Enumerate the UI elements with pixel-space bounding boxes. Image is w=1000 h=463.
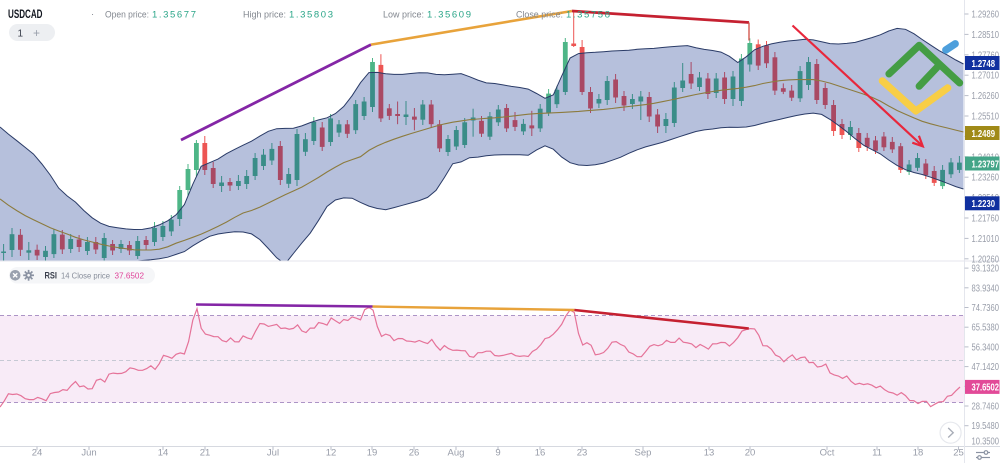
svg-text:USDCAD: USDCAD [8,7,43,21]
svg-text:·: · [91,9,94,20]
svg-text:9: 9 [495,448,500,459]
svg-text:1.35803: 1.35803 [289,10,333,21]
svg-text:1.2230: 1.2230 [972,199,996,210]
svg-text:28.7460: 28.7460 [972,402,1000,413]
svg-text:1.28510: 1.28510 [972,30,1000,41]
svg-text:14 Close price: 14 Close price [61,271,110,281]
svg-text:1.23797: 1.23797 [972,159,1000,170]
svg-text:13: 13 [704,448,715,459]
svg-text:65.5380: 65.5380 [972,323,1000,334]
svg-text:23: 23 [577,448,588,459]
svg-text:Low price:: Low price: [383,10,424,21]
svg-text:24: 24 [32,448,43,459]
svg-text:1: 1 [18,29,24,40]
svg-text:1.26260: 1.26260 [972,91,1000,102]
svg-text:16: 16 [535,448,546,459]
svg-text:1.20260: 1.20260 [972,254,1000,265]
svg-text:14: 14 [158,448,169,459]
svg-text:56.3400: 56.3400 [972,342,1000,353]
svg-text:37.6502: 37.6502 [115,271,145,281]
svg-text:20: 20 [745,448,756,459]
svg-text:1.29260: 1.29260 [972,10,1000,21]
svg-text:25: 25 [953,448,964,459]
svg-text:21: 21 [200,448,211,459]
svg-text:11: 11 [872,448,882,459]
svg-text:37.6502: 37.6502 [972,383,1000,394]
svg-text:47.1420: 47.1420 [972,362,1000,373]
svg-text:93.1320: 93.1320 [972,264,1000,275]
svg-text:Jul: Jul [267,448,279,459]
svg-text:1.25510: 1.25510 [972,112,1000,123]
svg-text:12: 12 [326,448,337,459]
svg-text:1.2489: 1.2489 [972,129,996,140]
svg-text:1.23260: 1.23260 [972,173,1000,184]
svg-text:Aug: Aug [448,448,465,459]
svg-text:26: 26 [409,448,420,459]
svg-text:1.2748: 1.2748 [972,59,996,70]
svg-text:Oct: Oct [820,448,835,459]
svg-text:83.9340: 83.9340 [972,283,1000,294]
svg-text:Open price:: Open price: [105,10,149,21]
svg-text:19.5480: 19.5480 [972,421,1000,432]
svg-text:1.27010: 1.27010 [972,71,1000,82]
svg-text:RSI: RSI [45,271,58,281]
svg-text:10.3500: 10.3500 [972,436,1000,447]
svg-text:1.21760: 1.21760 [972,214,1000,225]
svg-text:Sep: Sep [635,448,652,459]
svg-text:19: 19 [367,448,378,459]
svg-text:1.35609: 1.35609 [427,10,471,21]
svg-text:Close price:: Close price: [516,10,563,21]
svg-text:+: + [33,26,40,40]
svg-text:1.35677: 1.35677 [152,10,196,21]
svg-text:74.7360: 74.7360 [972,303,1000,314]
svg-text:1.35758: 1.35758 [566,10,610,21]
svg-text:18: 18 [913,448,924,459]
svg-text:1.21010: 1.21010 [972,234,1000,245]
svg-text:1.27760: 1.27760 [972,50,1000,61]
svg-text:Jun: Jun [81,448,96,459]
svg-text:High price:: High price: [243,10,286,21]
